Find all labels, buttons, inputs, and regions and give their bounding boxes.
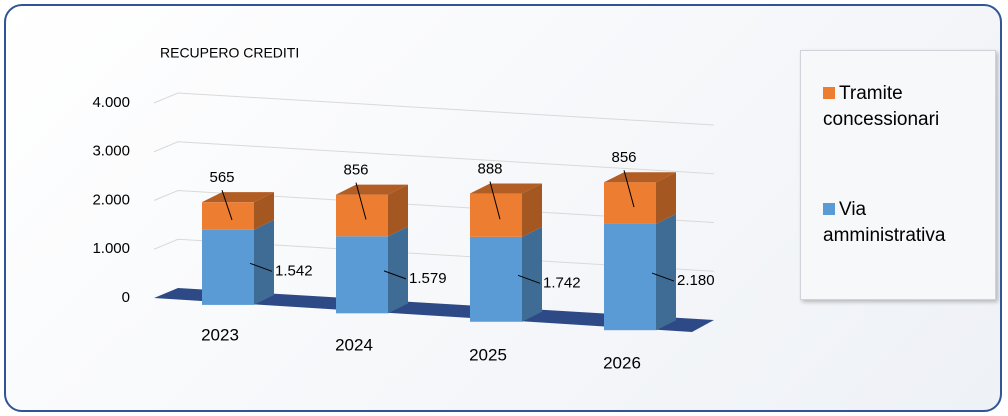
bar-top <box>470 183 542 194</box>
bar-side <box>656 172 676 224</box>
bar-top <box>202 192 274 203</box>
bar <box>604 182 656 224</box>
bar-top <box>604 172 676 183</box>
data-label: 856 <box>611 149 636 166</box>
legend-swatch <box>823 203 835 215</box>
chart-title: RECUPERO CREDITI <box>160 45 299 61</box>
x-tick-label: 2025 <box>469 345 507 364</box>
y-tick-label: 1.000 <box>92 240 130 257</box>
bar-side <box>656 213 676 331</box>
y-tick-label: 3.000 <box>92 143 130 160</box>
data-label: 1.742 <box>543 274 581 291</box>
chart: RECUPERO CREDITI 0 1.000 2.000 3.000 4.000 1.… <box>92 45 715 373</box>
bar-side <box>254 219 274 305</box>
legend: Tramite concessionari Via amministrativa <box>800 50 996 300</box>
data-label: 2.180 <box>677 272 715 289</box>
chart-frame: RECUPERO CREDITI 0 1.000 2.000 3.000 4.000 1.… <box>4 4 1002 412</box>
data-label: 888 <box>477 161 502 178</box>
data-label: 1.542 <box>275 262 313 279</box>
bar <box>202 202 254 230</box>
legend-entry: Tramite concessionari <box>823 81 983 133</box>
bar <box>336 194 388 237</box>
legend-label: Via amministrativa <box>823 199 946 246</box>
grid-line <box>153 141 715 175</box>
leader-line <box>489 181 501 220</box>
bar <box>470 236 522 322</box>
leader-line <box>383 270 407 280</box>
floor <box>154 288 714 332</box>
leader-line <box>249 262 273 272</box>
y-tick-label: 2.000 <box>92 191 130 208</box>
leader-line <box>517 274 541 284</box>
data-label: 856 <box>343 162 368 179</box>
bar-side <box>522 183 542 237</box>
x-tick-label: 2024 <box>335 335 373 354</box>
leader-line <box>651 272 675 282</box>
bar-top <box>336 184 408 195</box>
data-label: 565 <box>209 169 234 186</box>
data-label: 1.579 <box>409 270 447 287</box>
bar <box>604 223 656 331</box>
bar-side <box>388 226 408 314</box>
y-tick-label: 0 <box>122 289 130 306</box>
legend-label: Tramite concessionari <box>823 83 940 130</box>
x-tick-label: 2023 <box>201 325 239 344</box>
grid-line <box>153 92 715 126</box>
y-tick-label: 4.000 <box>92 94 130 111</box>
legend-swatch <box>823 87 835 99</box>
bar-side <box>522 226 542 322</box>
legend-entry: Via amministrativa <box>823 197 983 249</box>
leader-line <box>623 170 635 208</box>
leader-line <box>355 182 367 220</box>
bar <box>202 229 254 305</box>
x-tick-label: 2026 <box>603 353 641 372</box>
bar <box>336 236 388 314</box>
bar-side <box>254 192 274 230</box>
bar <box>470 193 522 237</box>
leader-line <box>221 190 233 221</box>
bar-side <box>388 184 408 237</box>
